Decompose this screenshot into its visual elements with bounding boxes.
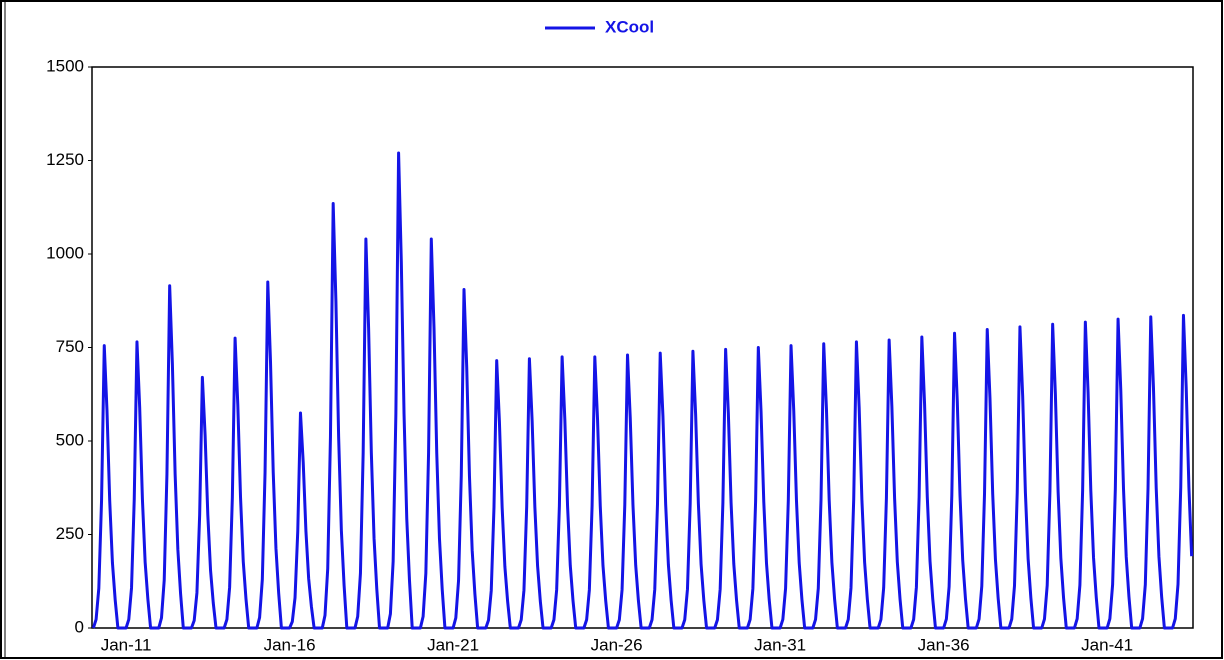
legend-label: XCool <box>605 17 654 36</box>
x-tick-label: Jan-11 <box>101 635 152 654</box>
x-tick-label: Jan-21 <box>427 635 479 654</box>
y-tick-label: 0 <box>75 617 84 636</box>
x-tick-label: Jan-31 <box>754 635 806 654</box>
y-tick-label: 1250 <box>46 150 84 169</box>
series-line <box>91 151 1194 630</box>
x-tick-label: Jan-26 <box>591 635 643 654</box>
x-tick-label: Jan-16 <box>264 635 316 654</box>
y-tick-label: 750 <box>56 337 84 356</box>
x-tick-label: Jan-41 <box>1081 635 1133 654</box>
y-tick-label: 250 <box>56 524 84 543</box>
y-tick-label: 1000 <box>46 243 84 262</box>
y-tick-label: 1500 <box>46 56 84 75</box>
y-tick-label: 500 <box>56 430 84 449</box>
x-tick-label: Jan-36 <box>918 635 970 654</box>
